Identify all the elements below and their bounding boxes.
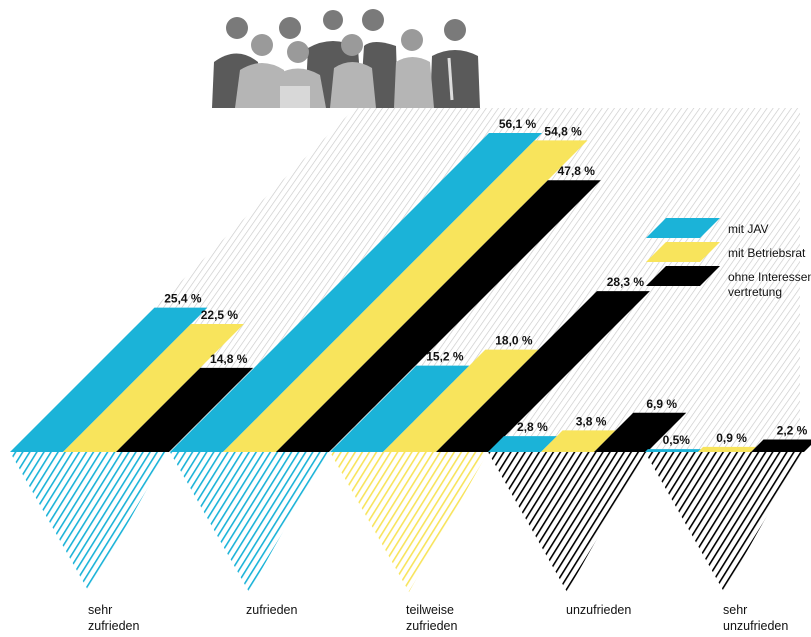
bar-mit-betriebsrat-4 xyxy=(698,446,757,452)
value-label: 3,8 % xyxy=(576,414,607,428)
category-triangle-0 xyxy=(10,452,168,592)
value-label: 28,3 % xyxy=(607,275,645,289)
value-label: 22,5 % xyxy=(201,308,239,322)
bar-ohne-interessenvertretung-1 xyxy=(276,180,601,452)
bar-mit-betriebsrat-3 xyxy=(541,430,616,452)
value-label: 2,8 % xyxy=(517,420,548,434)
triangles-layer xyxy=(10,452,803,592)
legend-swatch-mit-betriebsrat xyxy=(646,242,720,262)
bar-ohne-interessenvertretung-0 xyxy=(116,367,254,452)
bar-mit-jav-0 xyxy=(10,307,208,452)
bar-mit-jav-1 xyxy=(170,133,542,452)
legend-item-mit-betriebsrat: mit Betriebsrat xyxy=(646,242,806,262)
bar-mit-jav-3 xyxy=(488,436,557,452)
value-label: 0,9 % xyxy=(716,431,747,445)
bar-ohne-interessenvertretung-4 xyxy=(751,439,811,452)
category-triangle-1 xyxy=(170,452,328,592)
bar-mit-betriebsrat-1 xyxy=(223,140,588,452)
legend-swatch-mit-jav xyxy=(646,218,720,238)
value-label: 56,1 % xyxy=(499,117,537,131)
bar-ohne-interessenvertretung-2 xyxy=(436,291,650,452)
category-triangle-4 xyxy=(645,452,803,592)
legend-label-vertretung: vertretung xyxy=(728,285,782,299)
legend-item-ohne-interessenvertretung: ohne Interessen- vertretung xyxy=(646,266,811,299)
group-of-people-photo xyxy=(210,0,480,108)
bars-layer xyxy=(10,133,811,452)
legend-label-mit-jav: mit JAV xyxy=(728,222,768,236)
category-label: sehr xyxy=(88,603,112,617)
category-label: zufrieden xyxy=(246,603,297,617)
category-label: zufrieden xyxy=(406,619,457,633)
value-label: 2,2 % xyxy=(777,424,808,438)
value-label: 25,4 % xyxy=(164,292,202,306)
value-label: 18,0 % xyxy=(495,334,533,348)
category-label: sehr xyxy=(723,603,747,617)
bar-mit-jav-2 xyxy=(330,365,470,452)
value-label: 0,5% xyxy=(663,433,691,447)
category-label: teilweise xyxy=(406,603,454,617)
category-label: unzufrieden xyxy=(723,619,788,633)
bar-mit-betriebsrat-0 xyxy=(63,324,244,452)
bar-mit-jav-4 xyxy=(645,449,701,452)
category-triangle-3 xyxy=(488,452,646,592)
legend-swatch-ohne-interessenvertretung xyxy=(646,266,720,286)
legend-label-mit-betriebsrat: mit Betriebsrat xyxy=(728,246,806,260)
value-label: 15,2 % xyxy=(426,350,464,364)
bar-ohne-interessenvertretung-3 xyxy=(594,412,687,452)
category-label: zufrieden xyxy=(88,619,139,633)
value-label: 6,9 % xyxy=(646,397,677,411)
category-label: unzufrieden xyxy=(566,603,631,617)
value-label: 14,8 % xyxy=(210,352,248,366)
bar-mit-betriebsrat-2 xyxy=(383,349,539,452)
legend: mit JAV mit Betriebsrat ohne Interessen-… xyxy=(646,218,811,299)
legend-item-mit-jav: mit JAV xyxy=(646,218,768,238)
category-labels-layer: sehr zufrieden zufrieden teilweise zufrieden… xyxy=(88,603,788,633)
value-label: 47,8 % xyxy=(558,164,596,178)
value-label: 54,8 % xyxy=(544,124,582,138)
category-triangle-2 xyxy=(330,452,488,592)
value-labels-layer: 25,4 % 22,5 % 14,8 % 56,1 % 54,8 % 47,8 % 15,2… xyxy=(164,117,807,447)
legend-label-ohne-interessen: ohne Interessen- xyxy=(728,270,811,284)
